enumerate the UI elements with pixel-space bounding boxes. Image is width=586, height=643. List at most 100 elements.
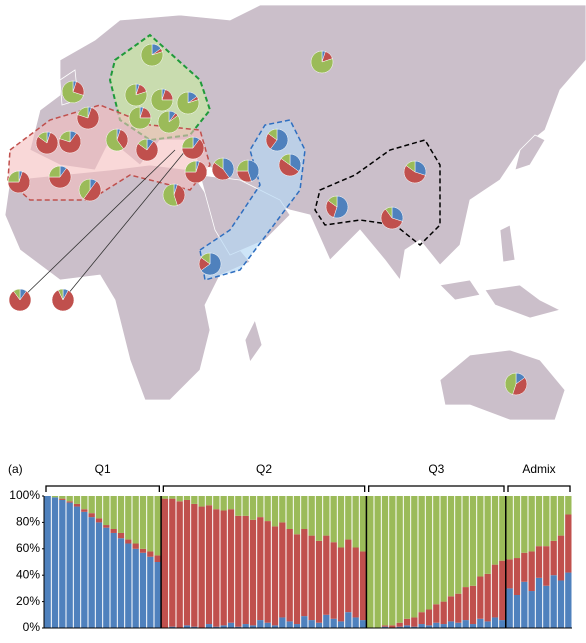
bar-segment [425, 496, 433, 610]
pie [51, 288, 75, 312]
bar-segment [220, 510, 227, 626]
bar-segment [220, 496, 227, 511]
bar-segment [543, 546, 550, 586]
bar-segment [242, 496, 249, 516]
bar-segment [161, 498, 169, 628]
pie [198, 252, 222, 276]
bar-segment [550, 496, 557, 541]
pie-slice [327, 195, 338, 208]
group-bracket [507, 485, 571, 492]
pie-slice [512, 377, 528, 396]
pie-slice [77, 106, 89, 119]
pie-slice [173, 184, 186, 206]
bar-segment [491, 617, 499, 628]
bar-segment [565, 496, 572, 515]
bar-segment [286, 496, 293, 529]
pie [140, 43, 164, 67]
pie-slice [48, 167, 72, 189]
bar-segment [235, 496, 242, 516]
pie [157, 110, 181, 134]
bar-segment [279, 522, 286, 618]
pie-slice [105, 128, 124, 152]
bar-segment [315, 496, 323, 541]
bar-segment [440, 496, 447, 602]
bar-segment [352, 617, 359, 628]
bar-segment [469, 496, 477, 586]
bar-segment [337, 621, 345, 628]
bar-segment [411, 617, 418, 627]
islands [439, 279, 481, 301]
bar-segment [249, 519, 257, 626]
pie-slice [236, 159, 249, 172]
pie [278, 153, 302, 177]
bar-segment [293, 534, 301, 625]
pie [310, 50, 334, 74]
bar-segment [147, 551, 154, 557]
pie-slice [385, 206, 393, 219]
pie-slice [200, 252, 211, 265]
region-black [314, 139, 441, 247]
bar-segment [506, 559, 513, 589]
bar-segment [205, 624, 213, 628]
pie-slice [405, 160, 416, 173]
pie [35, 131, 59, 155]
bar-segment [293, 496, 301, 535]
bar-segment [345, 539, 352, 613]
pie-slice [150, 88, 174, 112]
bar-segment [103, 527, 110, 628]
bar-segment [59, 498, 66, 500]
bar-segment [550, 575, 557, 628]
bar-segment [213, 496, 220, 510]
bar-segment [220, 625, 227, 628]
bar-segment [484, 621, 491, 628]
region-blue [199, 119, 306, 281]
bar-segment [308, 620, 315, 628]
bar-segment [264, 496, 271, 522]
bar-segment [477, 496, 484, 577]
bar-segment [323, 496, 330, 536]
bar-segment [147, 556, 154, 628]
bar-segment [286, 621, 293, 628]
bar-segment [381, 496, 389, 626]
pie [325, 195, 349, 219]
bar-segment [477, 618, 484, 628]
pie [181, 136, 205, 160]
bar-segment [403, 496, 411, 619]
bar-segment [469, 585, 477, 625]
bar-segment [345, 612, 352, 628]
pie [236, 159, 260, 183]
pie-slice [157, 110, 181, 134]
pie-slice [213, 157, 224, 170]
bar-segment [176, 496, 183, 502]
bar-segment [352, 496, 359, 548]
bar-segment [455, 496, 462, 594]
madagascar [244, 318, 263, 363]
bar-segment [557, 496, 565, 536]
pie-slice [137, 138, 148, 151]
bar-segment [367, 496, 374, 628]
philippines [499, 224, 516, 263]
bar-segment [411, 626, 418, 628]
bar-segment [396, 496, 403, 623]
bar-segment [125, 543, 132, 628]
pie-slice [116, 129, 129, 150]
pie-slice [247, 159, 260, 182]
bar-segment [345, 496, 352, 540]
bar-segment [103, 496, 110, 526]
bar-segment [249, 496, 257, 520]
bar-segment [191, 496, 198, 504]
bar-segment [337, 496, 345, 548]
bar-segment [242, 624, 249, 628]
bar-segment [132, 548, 139, 628]
bar-segment [301, 496, 308, 529]
bar-segment [535, 496, 543, 547]
bar-segment [169, 498, 176, 627]
bar-segment [521, 552, 528, 582]
bar-segment [433, 496, 440, 605]
bar-segment [330, 496, 337, 543]
bar-segment [66, 502, 73, 628]
bar-segment [73, 496, 81, 504]
bar-segment [227, 496, 235, 510]
bar-segment [565, 572, 572, 628]
bar-segment [44, 496, 51, 628]
